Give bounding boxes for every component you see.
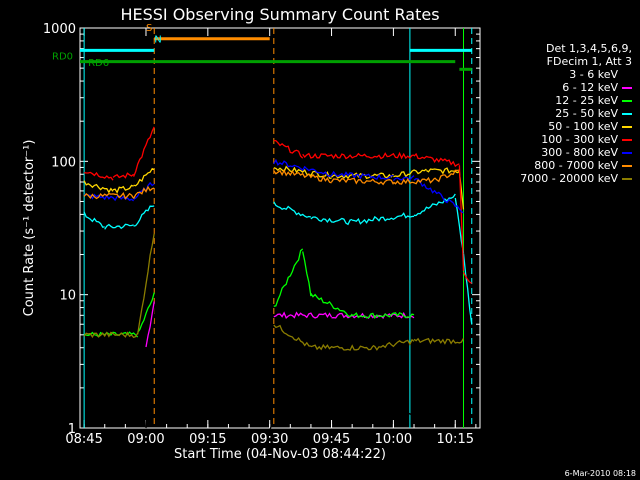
legend-swatch [622, 138, 632, 141]
legend-swatch [622, 177, 632, 180]
annotation-rd0: RD0 [52, 52, 73, 63]
series-line [83, 193, 473, 325]
legend-swatch [622, 125, 632, 128]
legend-item: 50 - 100 keV [520, 120, 632, 133]
series-line [145, 301, 415, 348]
legend-swatch [622, 86, 632, 89]
legend-swatch [622, 112, 632, 115]
legend-label: 300 - 800 keV [541, 146, 618, 159]
annotation-s: S [146, 23, 152, 34]
legend-item: 6 - 12 keV [520, 81, 632, 94]
legend-label: 50 - 100 keV [548, 120, 618, 133]
annotation-rd6: RD6 [88, 58, 109, 69]
legend-swatch [622, 73, 632, 76]
legend-item: 12 - 25 keV [520, 94, 632, 107]
legend-label: 25 - 50 keV [555, 107, 618, 120]
series-line [83, 248, 415, 338]
legend-swatch [622, 151, 632, 154]
legend-header-2: FDecim 1, Att 3 [546, 55, 632, 68]
x-tick-label: 09:30 [251, 432, 288, 447]
series-line [145, 307, 415, 431]
chart-title: HESSI Observing Summary Count Rates [120, 5, 439, 24]
legend-header-1: Det 1,3,4,5,6,9, [545, 42, 632, 55]
legend-item: 7000 - 20000 keV [520, 172, 632, 185]
y-tick-label: 10 [59, 289, 76, 304]
x-tick-label: 09:00 [127, 432, 164, 447]
series-line [83, 168, 460, 200]
legend-swatch [622, 99, 632, 102]
x-tick-label: 09:15 [189, 432, 226, 447]
legend: Det 1,3,4,5,6,9, FDecim 1, Att 3 3 - 6 k… [520, 42, 632, 185]
annotation-n: N [154, 34, 161, 45]
legend-item: 300 - 800 keV [520, 146, 632, 159]
plot-frame [79, 27, 481, 429]
legend-label: 7000 - 20000 keV [520, 172, 618, 185]
x-tick-label: 08:45 [65, 432, 102, 447]
x-axis-label: Start Time (04-Nov-03 08:44:22) [174, 447, 386, 462]
x-tick-label: 10:00 [375, 432, 412, 447]
legend-item: 100 - 300 keV [520, 133, 632, 146]
legend-label: 6 - 12 keV [562, 81, 618, 94]
x-tick-label: 09:45 [313, 432, 350, 447]
y-tick-label: 1000 [43, 22, 76, 37]
footer-timestamp: 6-Mar-2010 08:18 [565, 469, 636, 478]
legend-label: 800 - 7000 keV [534, 159, 618, 172]
legend-item: 3 - 6 keV [520, 68, 632, 81]
y-tick-label: 100 [51, 155, 76, 170]
legend-swatch [622, 164, 632, 167]
legend-label: 3 - 6 keV [569, 68, 618, 81]
legend-item: 25 - 50 keV [520, 107, 632, 120]
y-axis-label: Count Rate (s⁻¹ detector⁻¹) [22, 140, 37, 317]
x-tick-label: 10:15 [437, 432, 474, 447]
legend-item: 800 - 7000 keV [520, 159, 632, 172]
y-tick-label: 1 [68, 422, 76, 437]
series-line [83, 126, 473, 284]
series-line [83, 233, 465, 351]
legend-label: 12 - 25 keV [555, 94, 618, 107]
legend-label: 100 - 300 keV [541, 133, 618, 146]
